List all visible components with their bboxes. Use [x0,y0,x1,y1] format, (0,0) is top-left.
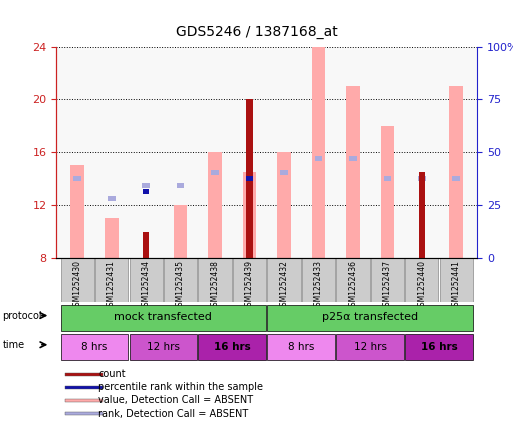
Bar [337,334,404,360]
Bar [384,176,391,181]
Text: 16 hrs: 16 hrs [214,342,251,352]
Bar [371,258,404,302]
Bar [143,190,149,195]
Bar [419,172,425,258]
Bar [246,176,253,181]
Text: protocol: protocol [3,310,42,321]
Text: GSM1252434: GSM1252434 [142,260,151,311]
Bar [405,258,439,302]
Bar [143,232,149,258]
Bar [311,47,325,258]
Bar [61,305,266,331]
Bar [61,258,94,302]
Text: GSM1252439: GSM1252439 [245,260,254,311]
Text: 8 hrs: 8 hrs [288,342,314,352]
Text: GSM1252441: GSM1252441 [452,260,461,311]
Bar [65,373,103,376]
Bar [61,334,128,360]
Bar [208,152,222,258]
Bar [280,170,288,175]
Text: p25α transfected: p25α transfected [322,312,418,322]
Bar [314,157,322,162]
Bar [246,99,253,258]
Bar [337,258,369,302]
Bar [211,170,219,175]
Bar [277,152,291,258]
Bar [65,412,103,415]
Text: 16 hrs: 16 hrs [421,342,458,352]
Bar [129,334,197,360]
Bar [65,386,103,389]
Bar [418,176,426,181]
Bar [70,165,84,258]
Bar [440,258,473,302]
Bar [65,399,103,402]
Bar [449,86,463,258]
Text: 12 hrs: 12 hrs [147,342,180,352]
Bar [302,258,335,302]
Bar [381,126,394,258]
Text: GSM1252440: GSM1252440 [418,260,426,311]
Text: GSM1252436: GSM1252436 [348,260,358,311]
Text: GSM1252435: GSM1252435 [176,260,185,311]
Bar [142,183,150,188]
Bar [349,157,357,162]
Text: 8 hrs: 8 hrs [81,342,108,352]
Text: GSM1252432: GSM1252432 [280,260,288,311]
Bar [267,258,301,302]
Bar [199,334,266,360]
Text: GSM1252437: GSM1252437 [383,260,392,311]
Bar [199,258,231,302]
Text: GSM1252433: GSM1252433 [314,260,323,311]
Text: GSM1252431: GSM1252431 [107,260,116,311]
Bar [267,334,335,360]
Bar [164,258,197,302]
Bar [243,172,256,258]
Bar [267,305,473,331]
Text: 12 hrs: 12 hrs [353,342,387,352]
Text: percentile rank within the sample: percentile rank within the sample [98,382,264,393]
Bar [73,176,81,181]
Text: count: count [98,369,126,379]
Text: time: time [3,340,25,350]
Text: GSM1252438: GSM1252438 [210,260,220,311]
Bar [176,183,185,188]
Bar [95,258,128,302]
Text: GSM1252430: GSM1252430 [73,260,82,311]
Bar [105,218,119,258]
Text: rank, Detection Call = ABSENT: rank, Detection Call = ABSENT [98,409,249,418]
Text: GDS5246 / 1387168_at: GDS5246 / 1387168_at [175,25,338,39]
Bar [346,86,360,258]
Text: mock transfected: mock transfected [114,312,212,322]
Bar [452,176,460,181]
Bar [129,258,163,302]
Bar [173,205,187,258]
Bar [108,196,115,201]
Bar [405,334,473,360]
Text: value, Detection Call = ABSENT: value, Detection Call = ABSENT [98,396,253,406]
Bar [233,258,266,302]
